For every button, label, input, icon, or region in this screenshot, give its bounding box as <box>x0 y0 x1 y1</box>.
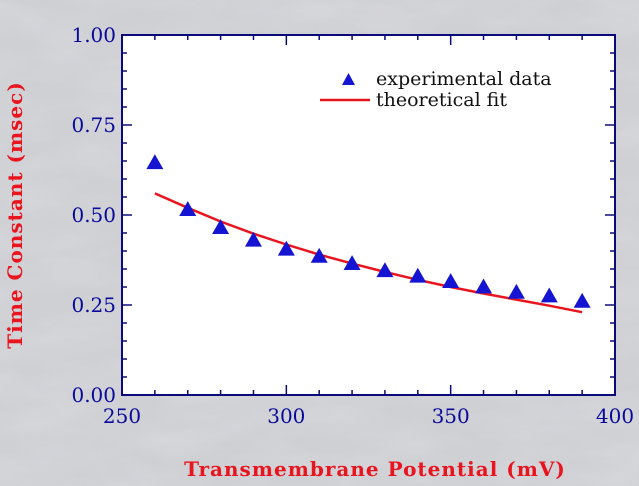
y-tick-label: 0.25 <box>71 293 116 317</box>
x-tick-label: 300 <box>267 404 305 428</box>
legend-label-experimental: experimental data <box>376 68 552 90</box>
data-point-triangle <box>475 278 493 294</box>
data-point-triangle <box>376 262 394 278</box>
legend: experimental data theoretical fit <box>320 68 552 111</box>
data-point-triangle <box>343 255 361 270</box>
y-axis-title: Time Constant (msec) <box>3 81 27 349</box>
y-tick-label: 0.75 <box>71 113 116 137</box>
data-point-triangle <box>179 201 197 216</box>
data-point-triangle <box>212 219 230 234</box>
x-axis-title: Transmembrane Potential (mV) <box>184 457 566 481</box>
data-point-triangle <box>540 287 558 303</box>
tick-labels: 250 300 350 400 0.00 0.25 0.50 0.75 1.00 <box>71 23 634 428</box>
y-tick-label: 0.00 <box>71 383 116 407</box>
x-tick-label: 400 <box>596 404 634 428</box>
plot-frame <box>121 34 616 396</box>
experimental-points <box>146 154 591 308</box>
data-point-triangle <box>573 292 591 308</box>
legend-label-theoretical: theoretical fit <box>376 89 507 111</box>
data-point-triangle <box>146 154 164 170</box>
y-tick-label: 0.50 <box>71 203 116 227</box>
legend-triangle-icon <box>342 73 355 85</box>
data-point-triangle <box>409 267 427 283</box>
data-point-triangle <box>507 283 525 299</box>
x-tick-label: 350 <box>432 404 470 428</box>
x-tick-label: 250 <box>103 404 141 428</box>
data-point-triangle <box>244 231 262 247</box>
data-point-triangle <box>277 240 295 256</box>
data-point-triangle <box>442 273 460 288</box>
y-tick-label: 1.00 <box>71 23 116 47</box>
data-point-triangle <box>310 247 328 263</box>
